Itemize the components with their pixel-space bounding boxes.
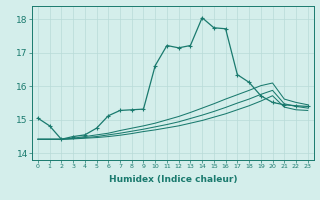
- X-axis label: Humidex (Indice chaleur): Humidex (Indice chaleur): [108, 175, 237, 184]
